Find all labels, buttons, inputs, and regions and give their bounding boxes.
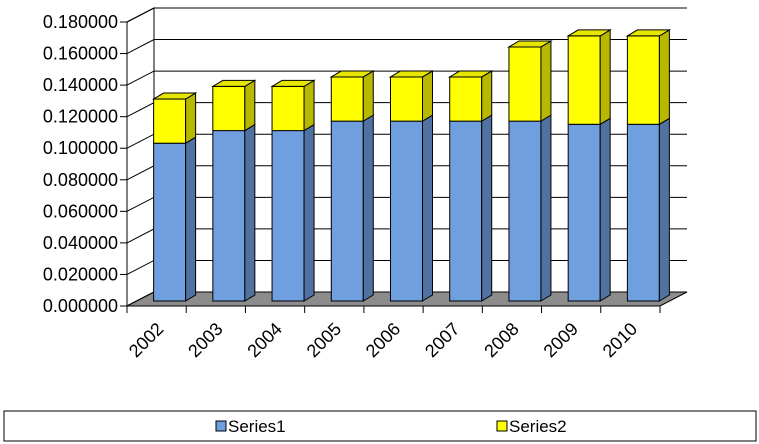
bar-series2-2010 (625, 29, 672, 126)
bar-top (388, 70, 435, 78)
bars (151, 29, 672, 302)
x-tick-label: 2008 (480, 319, 522, 361)
y-tick-label: 0.180000 (43, 12, 118, 32)
bar-series2-2007 (447, 70, 494, 123)
bar-front (271, 85, 305, 132)
legend-box (3, 410, 757, 442)
bar-front (508, 46, 542, 122)
bar-front (330, 76, 364, 122)
bar-series1-2007 (449, 114, 493, 302)
bar-side (658, 117, 670, 302)
legend-swatch-series1 (215, 420, 227, 432)
bar-front (271, 130, 305, 302)
x-tick-label: 2002 (125, 319, 167, 361)
bar-side (303, 123, 315, 302)
bar-top (447, 70, 494, 78)
y-axis: 0.000000 0.020000 0.040000 0.060000 0.080000… (43, 12, 128, 316)
y-tick-label: 0.040000 (43, 233, 118, 253)
bar-side (244, 79, 256, 132)
bar-top (625, 29, 672, 37)
x-axis: 2002 2003 2004 2005 2006 2007 2008 2009 2010 (125, 306, 661, 361)
bar-front (212, 130, 246, 302)
bar-top (329, 70, 376, 78)
bar-series1-2004 (271, 123, 315, 302)
bar-front (390, 76, 423, 122)
bar-series1-2006 (390, 114, 433, 302)
bar-side (185, 136, 197, 302)
side-wall (126, 7, 155, 307)
bar-side (658, 29, 670, 126)
legend: Series1 Series2 (3, 410, 757, 442)
bar-side (422, 70, 433, 123)
bar-side (422, 114, 433, 302)
x-tick-label: 2003 (184, 319, 226, 361)
y-tick-label: 0.120000 (43, 107, 118, 127)
bar-series1-2003 (212, 123, 256, 302)
bar-side (599, 29, 611, 126)
y-tick-label: 0.140000 (43, 75, 118, 95)
bar-front (449, 76, 483, 122)
bar-series1-2010 (626, 117, 670, 302)
bar-front (390, 120, 423, 302)
x-tick-label: 2005 (303, 319, 345, 361)
y-tick-label: 0.060000 (43, 201, 118, 221)
bar-front (212, 85, 246, 132)
legend-label-series1: Series1 (228, 417, 286, 436)
bar-series2-2006 (388, 70, 435, 123)
bar-front (153, 142, 187, 302)
bar-front (449, 120, 483, 302)
bar-series1-2008 (508, 114, 552, 302)
y-tick-label: 0.000000 (43, 296, 118, 316)
x-tick-label: 2006 (362, 319, 404, 361)
bar-series2-2009 (566, 29, 612, 126)
bar-front (567, 35, 601, 125)
bar-side (362, 70, 374, 123)
bar-side (303, 79, 315, 132)
bar-front (508, 120, 542, 302)
bar-side (244, 123, 256, 302)
bar-side (540, 114, 552, 302)
bar-top (270, 79, 316, 87)
legend-label-series2: Series2 (509, 417, 567, 436)
y-tick-label: 0.020000 (43, 264, 118, 284)
gridline (126, 39, 687, 54)
bar-series1-2005 (330, 114, 374, 302)
y-tick-label: 0.100000 (43, 138, 118, 158)
bar-front (567, 123, 601, 302)
bar-side (362, 114, 374, 302)
bar-top (151, 92, 198, 100)
bar-front (330, 120, 364, 302)
bar-series2-2003 (211, 79, 257, 132)
bar-top (566, 29, 612, 37)
y-tick-label: 0.080000 (43, 170, 118, 190)
bar-front (626, 123, 660, 302)
gridline (126, 7, 687, 23)
legend-swatch-series2 (496, 420, 508, 432)
bar-side (599, 117, 611, 302)
bar-top (211, 79, 257, 87)
bar-side (481, 114, 493, 302)
bar-series2-2008 (507, 40, 553, 123)
bar-series2-2005 (329, 70, 376, 123)
bar-series1-2009 (567, 117, 611, 302)
y-tick-label: 0.160000 (43, 44, 118, 64)
bar-front (153, 98, 187, 144)
bar-series2-2004 (270, 79, 316, 132)
bar-side (185, 92, 197, 145)
bar-top (507, 40, 553, 48)
x-tick-label: 2010 (599, 319, 641, 361)
bar-series2-2002 (151, 92, 198, 145)
bar-front (626, 35, 660, 125)
x-tick-label: 2004 (243, 319, 285, 361)
x-tick-label: 2009 (540, 319, 582, 361)
x-tick-label: 2007 (421, 319, 463, 361)
bar-side (481, 70, 493, 123)
bar-side (540, 40, 552, 123)
bar-series1-2002 (153, 136, 197, 302)
